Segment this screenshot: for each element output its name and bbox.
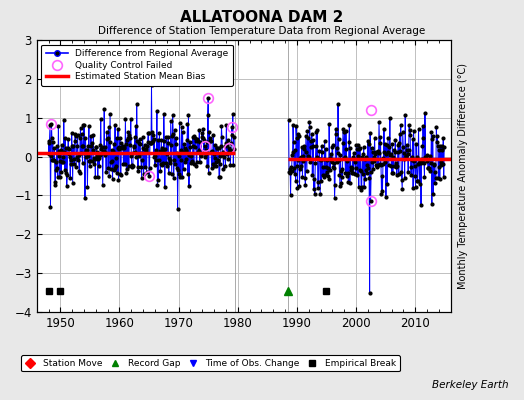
Text: Difference of Station Temperature Data from Regional Average: Difference of Station Temperature Data f… <box>99 26 425 36</box>
Y-axis label: Monthly Temperature Anomaly Difference (°C): Monthly Temperature Anomaly Difference (… <box>457 63 467 289</box>
Legend: Station Move, Record Gap, Time of Obs. Change, Empirical Break: Station Move, Record Gap, Time of Obs. C… <box>21 355 400 372</box>
Text: ALLATOONA DAM 2: ALLATOONA DAM 2 <box>180 10 344 25</box>
Text: Berkeley Earth: Berkeley Earth <box>432 380 508 390</box>
